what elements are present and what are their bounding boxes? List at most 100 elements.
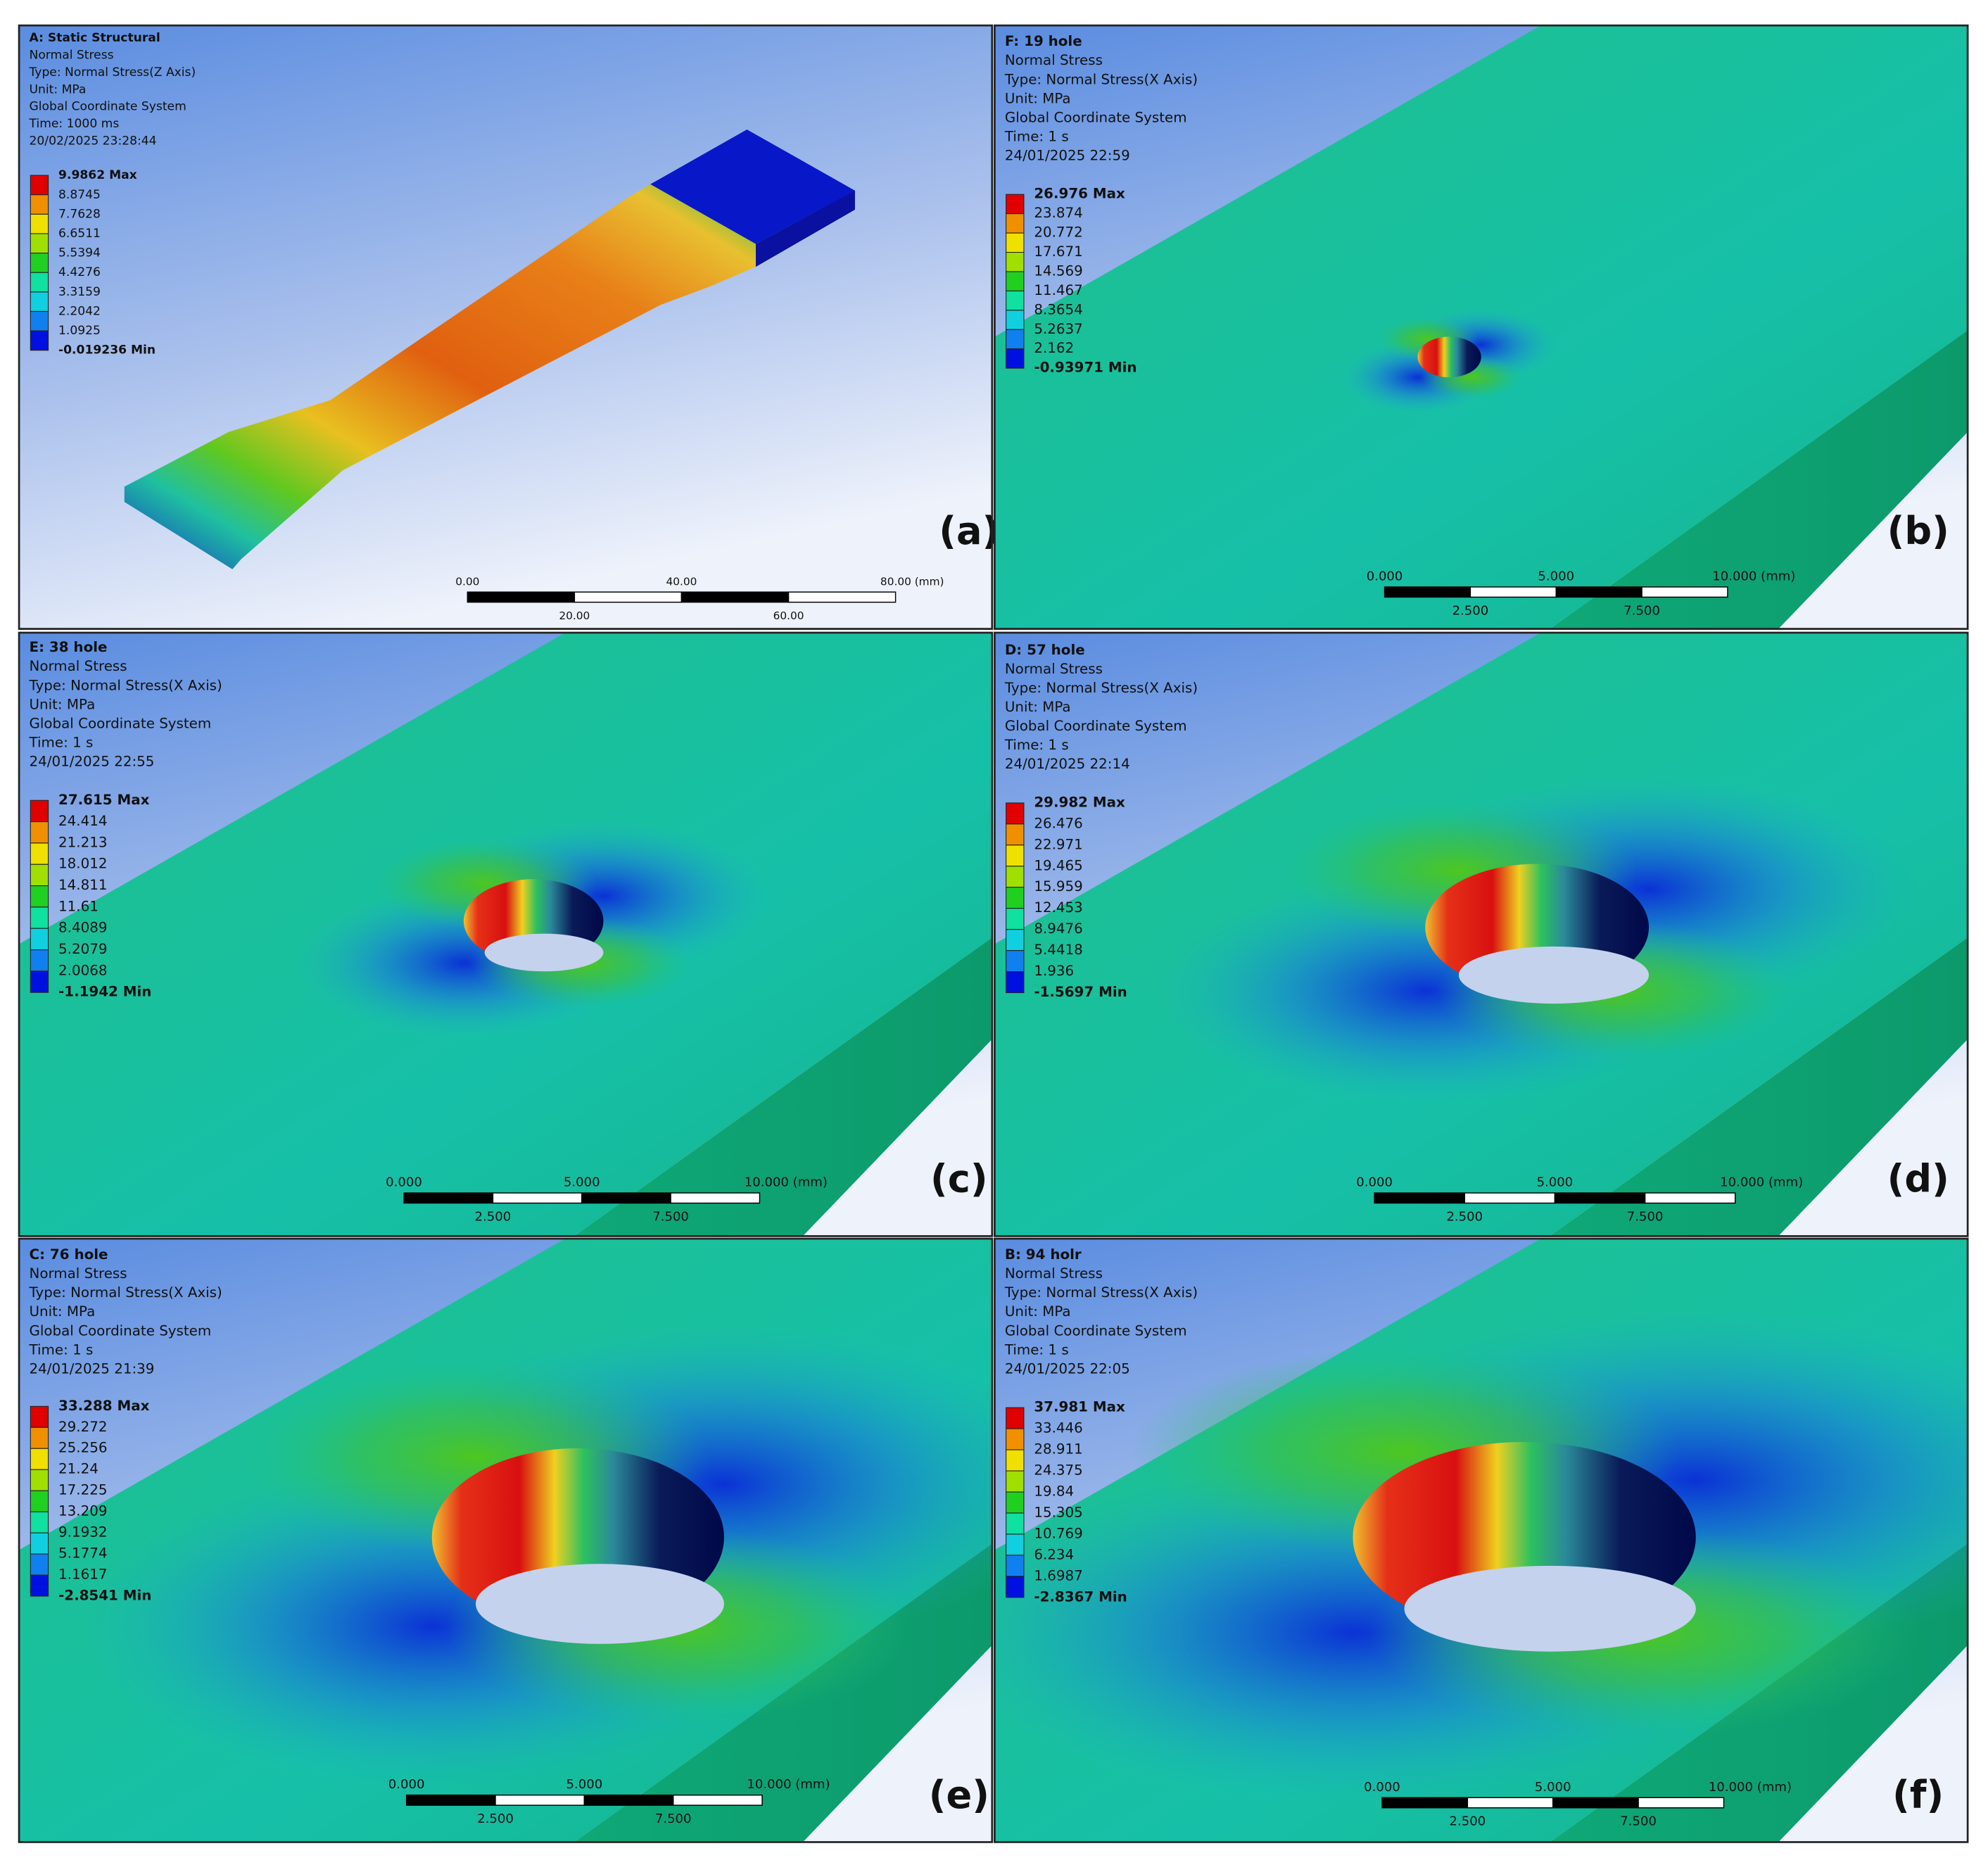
viewport: [19, 1239, 992, 1842]
legend-band: [30, 1427, 49, 1449]
legend-value: 11.61: [58, 898, 99, 914]
legend-value: 10.769: [1034, 1525, 1082, 1541]
panel-border: [18, 631, 994, 1237]
legend-band: [1006, 213, 1025, 234]
legend-value: 5.4418: [1034, 942, 1082, 958]
legend-value: 17.225: [58, 1482, 107, 1498]
scale-label: 2.500: [1446, 1209, 1483, 1224]
legend-value: 19.84: [1034, 1483, 1074, 1499]
scale-label: 2.500: [475, 1209, 512, 1224]
result-info: 24/01/2025 22:59: [1005, 148, 1130, 164]
legend-band: [1006, 290, 1025, 311]
legend-value: 3.3159: [58, 285, 101, 299]
legend-value: 8.3654: [1034, 301, 1082, 317]
legend-value: 6.6511: [58, 227, 101, 241]
result-info: Type: Normal Stress(X Axis): [29, 1284, 222, 1301]
scale-label: 0.000: [388, 1777, 425, 1792]
legend-value: -1.1942 Min: [58, 984, 151, 1000]
result-info: Time: 1 s: [29, 1341, 94, 1358]
legend-band: [30, 906, 49, 929]
legend-band: [30, 310, 49, 331]
result-info: Time: 1 s: [1004, 1341, 1069, 1358]
scale-label: 0.000: [1364, 1780, 1400, 1795]
legend-band: [30, 1469, 49, 1491]
result-panel: B: 94 holr Normal Stress Type: Normal Stre…: [994, 1237, 1969, 1843]
scale-label: 80.00 (mm): [880, 575, 944, 588]
result-info: Global Coordinate System: [1005, 718, 1187, 734]
viewport: [19, 25, 992, 629]
legend-value: 13.209: [58, 1503, 107, 1519]
legend-value: 11.467: [1034, 282, 1082, 298]
scale-segment: [1469, 586, 1557, 598]
result-panel: E: 38 hole Normal Stress Type: Normal Stre…: [18, 631, 994, 1237]
specimen: [124, 129, 855, 569]
legend-value: 28.911: [1034, 1441, 1082, 1458]
legend-value: 29.272: [58, 1419, 107, 1435]
legend-band: [1006, 194, 1025, 215]
hole-through: [484, 933, 604, 972]
legend-band: [30, 175, 49, 196]
legend-value: 27.615 Max: [58, 792, 150, 808]
legend-band: [1006, 232, 1025, 253]
legend-band: [1006, 1407, 1025, 1429]
scale-label: 10.000 (mm): [1709, 1780, 1792, 1795]
plate-side: [1550, 1543, 1968, 1842]
result-info: Type: Normal Stress(X Axis): [29, 677, 222, 693]
scale-segment: [574, 591, 683, 603]
plate-side: [1550, 330, 1968, 629]
result-info: Normal Stress: [30, 658, 127, 674]
scale-label: 5.000: [566, 1777, 603, 1792]
scale-label: 60.00: [773, 609, 804, 622]
legend-value: 25.256: [58, 1440, 107, 1456]
legend-value: 1.1617: [58, 1567, 107, 1583]
scale-segment: [1384, 586, 1471, 598]
result-info: Global Coordinate System: [30, 100, 186, 114]
legend-value: 24.375: [1034, 1462, 1082, 1479]
legend-value: 7.7628: [58, 207, 101, 221]
scale-label: 40.00: [666, 575, 697, 588]
plate-side: [574, 937, 992, 1237]
legend-value: 1.936: [1034, 963, 1074, 979]
legend-value: 8.4089: [58, 920, 107, 936]
scale-segment: [787, 591, 897, 603]
result-info: 24/01/2025 22:05: [1005, 1360, 1130, 1377]
scale-label: 7.500: [655, 1812, 692, 1826]
legend-band: [30, 821, 49, 844]
legend-value: 20.772: [1034, 225, 1082, 241]
legend-value: -1.5697 Min: [1034, 984, 1127, 1000]
result-info: Type: Normal Stress(X Axis): [1004, 1284, 1198, 1301]
scale-label: 7.500: [1620, 1814, 1657, 1829]
legend-band: [1006, 887, 1025, 909]
legend-band: [30, 799, 49, 823]
result-info: Time: 1 s: [1004, 129, 1069, 145]
result-info: 20/02/2025 23:28:44: [30, 134, 157, 148]
scale-segment: [1644, 1192, 1736, 1204]
panel-label: (b): [1887, 509, 1949, 553]
legend-value: 9.1932: [58, 1524, 107, 1541]
panel-border: [994, 631, 1969, 1237]
legend-value: 17.671: [1034, 244, 1082, 260]
legend-band: [30, 272, 49, 293]
scale-segment: [1555, 586, 1642, 598]
legend-value: 5.2637: [1034, 321, 1082, 337]
grip: [650, 129, 855, 244]
scale-segment: [1374, 1192, 1466, 1204]
result-info: Global Coordinate System: [1005, 1322, 1187, 1339]
viewport: [994, 25, 1968, 629]
legend-band: [1006, 1555, 1025, 1577]
viewport: [994, 1239, 1968, 1842]
legend-band: [1006, 348, 1025, 369]
legend-band: [1006, 866, 1025, 888]
scale-label: 2.500: [1450, 1814, 1486, 1829]
scale-label: 10.000 (mm): [747, 1777, 830, 1792]
result-title: A: Static Structural: [30, 31, 160, 45]
scale-segment: [1554, 1192, 1646, 1204]
legend-value: 5.2079: [58, 941, 107, 957]
panel-border: [994, 1237, 1969, 1843]
legend-band: [1006, 1512, 1025, 1535]
result-info: Type: Normal Stress(X Axis): [1004, 680, 1198, 696]
legend-band: [30, 928, 49, 951]
hole-bore: [1417, 336, 1481, 378]
legend-band: [1006, 1576, 1025, 1598]
